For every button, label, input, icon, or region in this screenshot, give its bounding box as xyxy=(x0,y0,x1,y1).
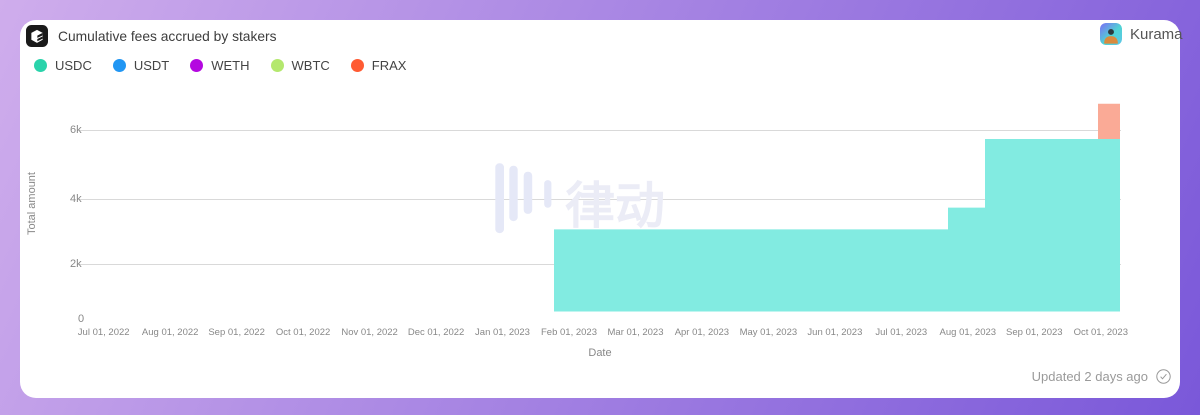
svg-text:律动: 律动 xyxy=(565,178,665,234)
